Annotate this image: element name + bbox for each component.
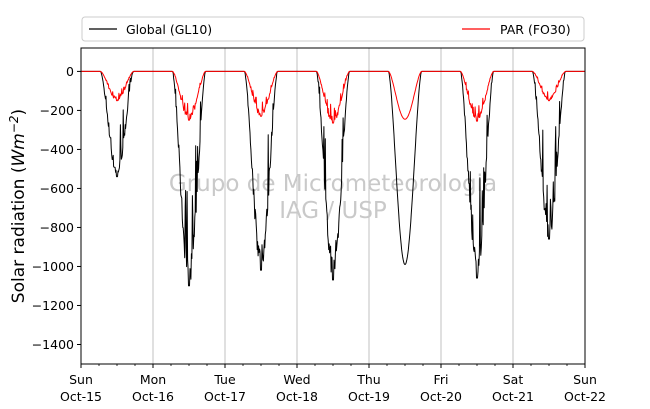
legend-frame [81, 16, 585, 42]
watermark-line-2: IAG / USP [279, 198, 387, 224]
y-axis-label-exponent: −2 [7, 115, 21, 133]
y-tick-label-2: −400 [40, 142, 74, 157]
y-axis-label: Solar radiation (Wm−2) [7, 109, 29, 303]
x-tick-date-4: Oct-19 [348, 389, 390, 404]
x-tick-weekday-3: Wed [283, 372, 310, 387]
y-axis-label-close: ) [9, 109, 29, 116]
x-tick-weekday-6: Sat [503, 372, 524, 387]
y-axis-label-main: Solar radiation ( [9, 167, 29, 304]
legend-label-global: Global (GL10) [126, 22, 212, 37]
x-tick-date-0: Oct-15 [60, 389, 102, 404]
axes: 0 −200 −400 −600 −800 −1000 −1200 −1400 Sun Oct-1… [32, 64, 606, 404]
series-layer [81, 70, 585, 287]
series-line-par [81, 70, 585, 124]
y-tick-label-0: 0 [66, 64, 74, 79]
y-tick-label-4: −800 [40, 220, 74, 235]
plot-area: Grupo de Micrometeorologia IAG / USP [80, 47, 586, 365]
x-tick-weekday-5: Fri [434, 372, 449, 387]
y-tick-label-5: −1000 [32, 259, 74, 274]
legend: Global (GL10) PAR (FO30) [81, 16, 585, 42]
x-tick-weekday-2: Tue [213, 372, 236, 387]
x-tick-date-1: Oct-16 [132, 389, 174, 404]
x-tick-date-6: Oct-21 [492, 389, 534, 404]
x-tick-date-3: Oct-18 [276, 389, 318, 404]
x-tick-weekday-1: Mon [140, 372, 166, 387]
x-tick-weekday-0: Sun [69, 372, 93, 387]
y-tick-label-3: −600 [40, 181, 74, 196]
gridlines [152, 48, 514, 364]
x-tick-date-2: Oct-17 [204, 389, 246, 404]
y-tick-label-7: −1400 [32, 337, 74, 352]
legend-label-par: PAR (FO30) [500, 22, 571, 37]
watermark-line-1: Grupo de Micrometeorologia [169, 171, 497, 197]
y-tick-label-6: −1200 [32, 298, 74, 313]
x-tick-weekday-4: Thu [356, 372, 380, 387]
x-tick-weekday-7: Sun [573, 372, 597, 387]
x-tick-date-7: Oct-22 [564, 389, 606, 404]
plot-background [81, 48, 585, 364]
x-tick-date-5: Oct-20 [420, 389, 462, 404]
y-tick-label-1: −200 [40, 103, 74, 118]
y-axis-label-unit: Wm [9, 133, 29, 166]
